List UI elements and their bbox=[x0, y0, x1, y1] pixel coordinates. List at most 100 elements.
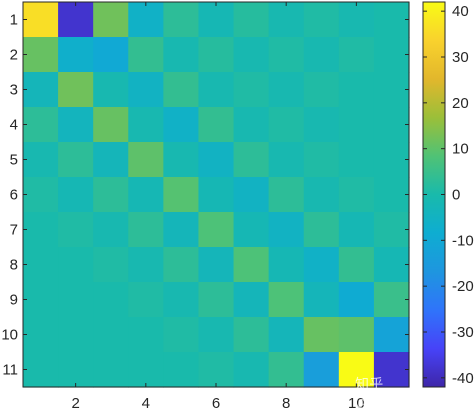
x-axis: 2 4 6 8 10 bbox=[71, 2, 365, 412]
heatmap-cell bbox=[373, 72, 410, 108]
colorbar-tick-label: -30 bbox=[452, 324, 474, 341]
heatmap-cell bbox=[163, 247, 200, 283]
heatmap-cell bbox=[198, 177, 235, 213]
heatmap-cell bbox=[233, 282, 270, 318]
heatmap-cell bbox=[338, 177, 375, 213]
heatmap-cell bbox=[303, 352, 340, 388]
heatmap-cell bbox=[58, 107, 94, 143]
heatmap-cell bbox=[128, 2, 164, 38]
heatmap-cell bbox=[303, 282, 340, 318]
heatmap-cell bbox=[58, 212, 94, 248]
heatmap-cell bbox=[198, 352, 235, 388]
x-tick-label: 8 bbox=[282, 395, 290, 412]
heatmap-cell bbox=[58, 37, 94, 73]
heatmap-cell bbox=[128, 212, 164, 248]
heatmap-cell bbox=[23, 317, 59, 353]
heatmap-cell bbox=[303, 2, 340, 38]
heatmap-cell bbox=[373, 282, 410, 318]
heatmap-cell bbox=[93, 282, 129, 318]
heatmap-cell bbox=[268, 72, 305, 108]
heatmap-cell bbox=[338, 317, 375, 353]
y-tick-label: 6 bbox=[10, 187, 18, 204]
heatmap-cell bbox=[163, 352, 200, 388]
heatmap-cell bbox=[23, 177, 59, 213]
heatmap-cell bbox=[373, 142, 410, 178]
heatmap-cell bbox=[233, 247, 270, 283]
heatmap-cell bbox=[338, 72, 375, 108]
heatmap-cell bbox=[128, 72, 164, 108]
heatmap-cell bbox=[233, 37, 270, 73]
heatmap-cells bbox=[23, 2, 410, 388]
y-tick-label: 4 bbox=[10, 117, 18, 134]
heatmap-cell bbox=[373, 352, 410, 388]
heatmap-cell bbox=[268, 177, 305, 213]
heatmap-cell bbox=[128, 282, 164, 318]
heatmap-cell bbox=[338, 282, 375, 318]
heatmap-cell bbox=[58, 177, 94, 213]
heatmap-cell bbox=[163, 317, 200, 353]
x-tick-label: 6 bbox=[212, 395, 220, 412]
heatmap-cell bbox=[233, 107, 270, 143]
heatmap-cell bbox=[233, 2, 270, 38]
watermark: 知乎 @Standarer bbox=[355, 377, 442, 410]
colorbar-tick-label: -20 bbox=[452, 278, 474, 295]
heatmap-cell bbox=[338, 2, 375, 38]
heatmap-cell bbox=[93, 142, 129, 178]
colorbar-tick-label: 30 bbox=[452, 49, 469, 66]
heatmap-cell bbox=[128, 317, 164, 353]
heatmap-cell bbox=[93, 2, 129, 38]
heatmap-cell bbox=[128, 352, 164, 388]
heatmap-cell bbox=[23, 142, 59, 178]
heatmap-cell bbox=[233, 317, 270, 353]
heatmap-cell bbox=[268, 282, 305, 318]
heatmap-cell bbox=[338, 212, 375, 248]
heatmap-cell bbox=[373, 2, 410, 38]
heatmap-cell bbox=[23, 212, 59, 248]
y-tick-label: 7 bbox=[10, 222, 18, 239]
heatmap-cell bbox=[198, 2, 235, 38]
heatmap-cell bbox=[268, 2, 305, 38]
heatmap-cell bbox=[128, 107, 164, 143]
heatmap-cell bbox=[233, 177, 270, 213]
y-tick-label: 5 bbox=[10, 152, 18, 169]
heatmap-cell bbox=[338, 37, 375, 73]
heatmap-cell bbox=[303, 317, 340, 353]
heatmap-cell bbox=[233, 352, 270, 388]
heatmap-cell bbox=[198, 212, 235, 248]
heatmap-cell bbox=[93, 37, 129, 73]
heatmap-cell bbox=[268, 317, 305, 353]
heatmap-cell bbox=[58, 352, 94, 388]
heatmap-cell bbox=[163, 72, 200, 108]
heatmap-cell bbox=[303, 107, 340, 143]
heatmap-cell bbox=[198, 247, 235, 283]
heatmap-cell bbox=[268, 37, 305, 73]
heatmap-cell bbox=[58, 72, 94, 108]
colorbar-tick-label: 10 bbox=[452, 141, 469, 158]
heatmap-cell bbox=[23, 72, 59, 108]
heatmap-cell bbox=[373, 212, 410, 248]
heatmap-cell bbox=[303, 177, 340, 213]
colorbar-axis: 40 30 20 10 0 -10 -20 -30 -40 bbox=[423, 3, 474, 387]
colorbar-tick-label: 20 bbox=[452, 95, 469, 112]
heatmap-cell bbox=[93, 177, 129, 213]
heatmap-cell bbox=[58, 282, 94, 318]
heatmap-cell bbox=[233, 142, 270, 178]
heatmap-cell bbox=[58, 2, 94, 38]
x-tick-label: 2 bbox=[71, 395, 79, 412]
colorbar-tick-label: -10 bbox=[452, 232, 474, 249]
heatmap-cell bbox=[373, 247, 410, 283]
heatmap-cell bbox=[268, 212, 305, 248]
heatmap-cell bbox=[303, 142, 340, 178]
heatmap-cell bbox=[58, 247, 94, 283]
heatmap-cell bbox=[23, 352, 59, 388]
heatmap-cell bbox=[338, 352, 375, 388]
heatmap-cell bbox=[338, 247, 375, 283]
heatmap-cell bbox=[23, 247, 59, 283]
heatmap-cell bbox=[373, 107, 410, 143]
heatmap-cell bbox=[268, 352, 305, 388]
heatmap-cell bbox=[93, 72, 129, 108]
heatmap-cell bbox=[303, 37, 340, 73]
y-tick-label: 8 bbox=[10, 257, 18, 274]
y-tick-label: 11 bbox=[2, 362, 18, 379]
